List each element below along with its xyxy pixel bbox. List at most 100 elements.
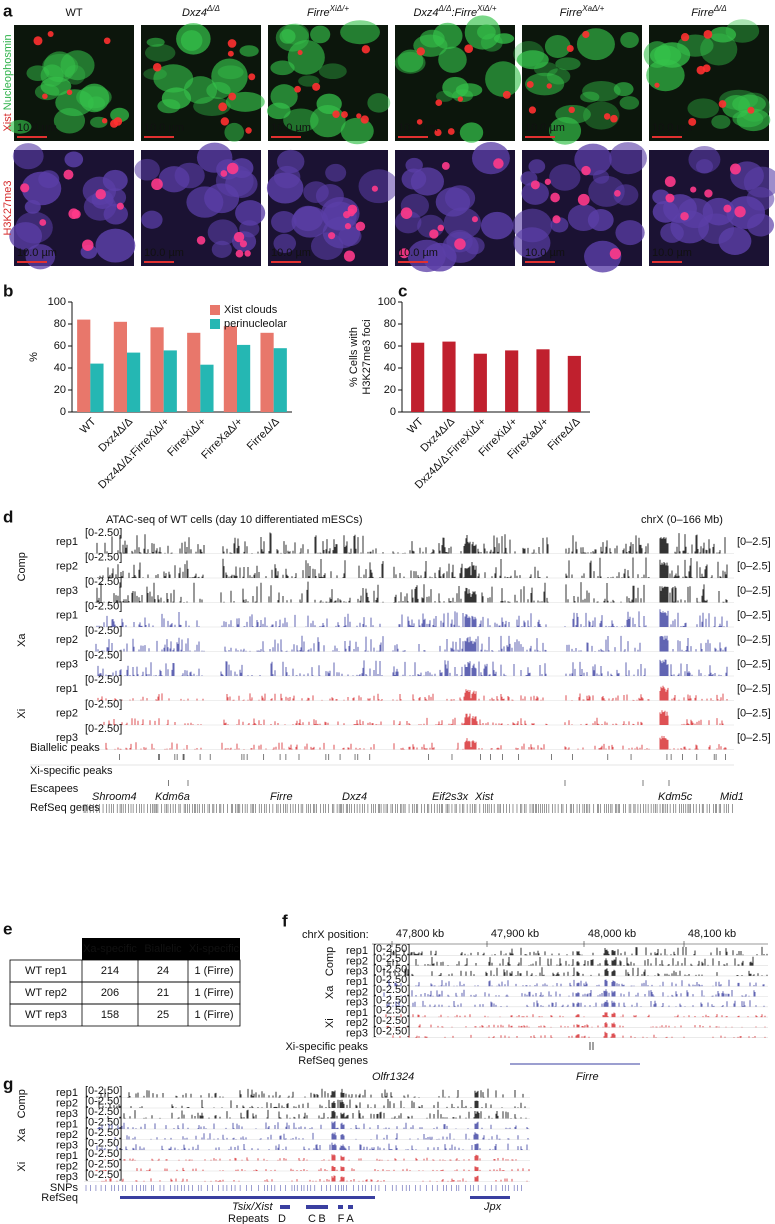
track-scale: [0-2.50]: [373, 953, 410, 965]
cell: [279, 29, 296, 44]
annotation-label: RefSeq: [41, 1192, 78, 1204]
track-label: rep2: [56, 561, 78, 573]
focus: [610, 114, 618, 123]
y-tick-label: 40: [54, 362, 66, 374]
cell: [180, 30, 203, 51]
table-cell: 24: [157, 965, 169, 977]
annotation-label: RefSeq genes: [30, 802, 100, 814]
table-cell: 1 (Firre): [194, 965, 233, 977]
scale-bar-label: 10.0 µm: [652, 247, 692, 259]
focus: [429, 229, 439, 239]
legend-swatch: [210, 319, 220, 329]
group-label: Xa: [16, 633, 28, 647]
legend-label: Xist clouds: [224, 304, 278, 316]
focus: [581, 165, 591, 176]
gene-label: Eif2s3x: [432, 791, 469, 803]
bar: [223, 326, 237, 412]
track-label: rep2: [346, 986, 368, 998]
position-tick-label: 47,800 kb: [396, 928, 444, 940]
focus: [196, 236, 206, 245]
focus: [552, 215, 561, 224]
focus: [294, 85, 301, 93]
cell: [438, 46, 467, 73]
nucleus: [95, 228, 136, 263]
gene-label: Kdm6a: [155, 791, 190, 803]
focus: [343, 211, 351, 219]
table-cell: WT rep2: [25, 987, 67, 999]
gene-label: Olfr1324: [372, 1071, 414, 1083]
nucleus: [12, 143, 44, 170]
focus: [435, 99, 443, 107]
y-tick-label: 100: [48, 296, 66, 308]
column-label: FirreXiΔ/+: [307, 4, 349, 19]
cell: [310, 25, 331, 44]
y-tick-label: 100: [378, 296, 396, 308]
focus: [360, 115, 369, 124]
bar: [187, 332, 201, 412]
annotation-label: RefSeq genes: [298, 1055, 368, 1067]
focus: [603, 113, 611, 120]
track-range: [0–2.5]: [737, 683, 771, 695]
cell: [309, 104, 346, 138]
focus: [747, 106, 755, 114]
track-scale: [0-2.50]: [85, 1169, 122, 1181]
label-part: WT: [65, 7, 82, 19]
cell: [270, 84, 298, 109]
cell: [524, 72, 565, 96]
scale-bar-label: 10.0 µm: [652, 122, 692, 134]
table-cell: 25: [157, 1009, 169, 1021]
focus: [233, 231, 245, 243]
scale-bar-label: 10.0 µm: [271, 247, 311, 259]
track-scale: [0-2.50]: [85, 1106, 122, 1118]
focus: [226, 162, 239, 175]
focus: [544, 178, 551, 185]
focus: [47, 31, 54, 38]
legend-swatch: [210, 305, 220, 315]
position-tick-label: 47,900 kb: [491, 928, 539, 940]
bar: [113, 321, 127, 412]
nucleus: [394, 210, 422, 234]
annotation-label: Xi-specific peaks: [30, 765, 113, 777]
track-signal: [104, 1154, 517, 1161]
cell: [34, 83, 60, 101]
focus: [220, 117, 230, 126]
y-tick-label: 20: [384, 384, 396, 396]
nucleus: [15, 211, 53, 244]
cell: [224, 122, 245, 142]
panel-label: d: [3, 507, 13, 526]
nucleus: [677, 198, 714, 229]
gene-label: Shroom4: [92, 791, 137, 803]
gene-label: Kdm5c: [658, 791, 693, 803]
track-signal: [108, 1132, 529, 1140]
repeat-label: C: [308, 1213, 316, 1224]
track-scale: [0-2.50]: [85, 625, 122, 637]
bar: [536, 349, 550, 412]
table-header: Biallelic: [144, 943, 182, 955]
label-part: XaΔ/+: [581, 4, 604, 13]
focus: [550, 192, 560, 203]
focus: [400, 207, 413, 219]
group-label: Xi: [16, 709, 28, 719]
focus: [328, 232, 336, 240]
nucleus: [615, 220, 645, 246]
cell: [477, 24, 496, 40]
track-label: rep1: [56, 610, 78, 622]
cell: [582, 81, 621, 102]
focus: [690, 186, 697, 193]
table-header: Xa-specific: [83, 943, 137, 955]
track-label: rep2: [56, 1129, 78, 1141]
annotation-label: Biallelic peaks: [30, 742, 100, 754]
cell: [619, 96, 640, 110]
track-signal: [98, 1099, 526, 1108]
scale-bar-label: 10.0 µm: [525, 122, 565, 134]
focus: [343, 250, 355, 262]
cell: [544, 34, 571, 59]
focus: [530, 180, 540, 190]
track-signal: [388, 979, 765, 987]
track-signal: [97, 659, 728, 676]
gene-label: Firre: [270, 791, 293, 803]
focus: [151, 178, 163, 191]
table-header: Xi-specific: [189, 943, 240, 955]
focus: [332, 110, 340, 118]
